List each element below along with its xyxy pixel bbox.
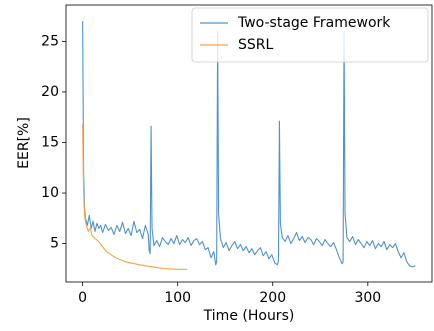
y-axis-label: EER[%]: [16, 117, 32, 169]
y-tick-label: 10: [41, 185, 59, 201]
x-tick-label: 200: [259, 290, 286, 306]
series-line: [82, 21, 416, 268]
y-tick-label: 20: [41, 84, 59, 100]
x-tick-label: 0: [78, 290, 87, 306]
legend-box: [191, 7, 429, 63]
y-tick-label: 25: [41, 33, 59, 49]
x-tick-label: 300: [354, 290, 381, 306]
legend-label: SSRL: [238, 37, 274, 53]
x-axis-label: Time (Hours): [203, 308, 295, 324]
y-tick-label: 5: [50, 236, 59, 252]
x-tick-label: 100: [164, 290, 191, 306]
series-line: [82, 124, 188, 270]
y-tick-label: 15: [41, 134, 59, 150]
plot-frame: [65, 4, 433, 283]
legend-label: Two-stage Framework: [237, 15, 391, 31]
